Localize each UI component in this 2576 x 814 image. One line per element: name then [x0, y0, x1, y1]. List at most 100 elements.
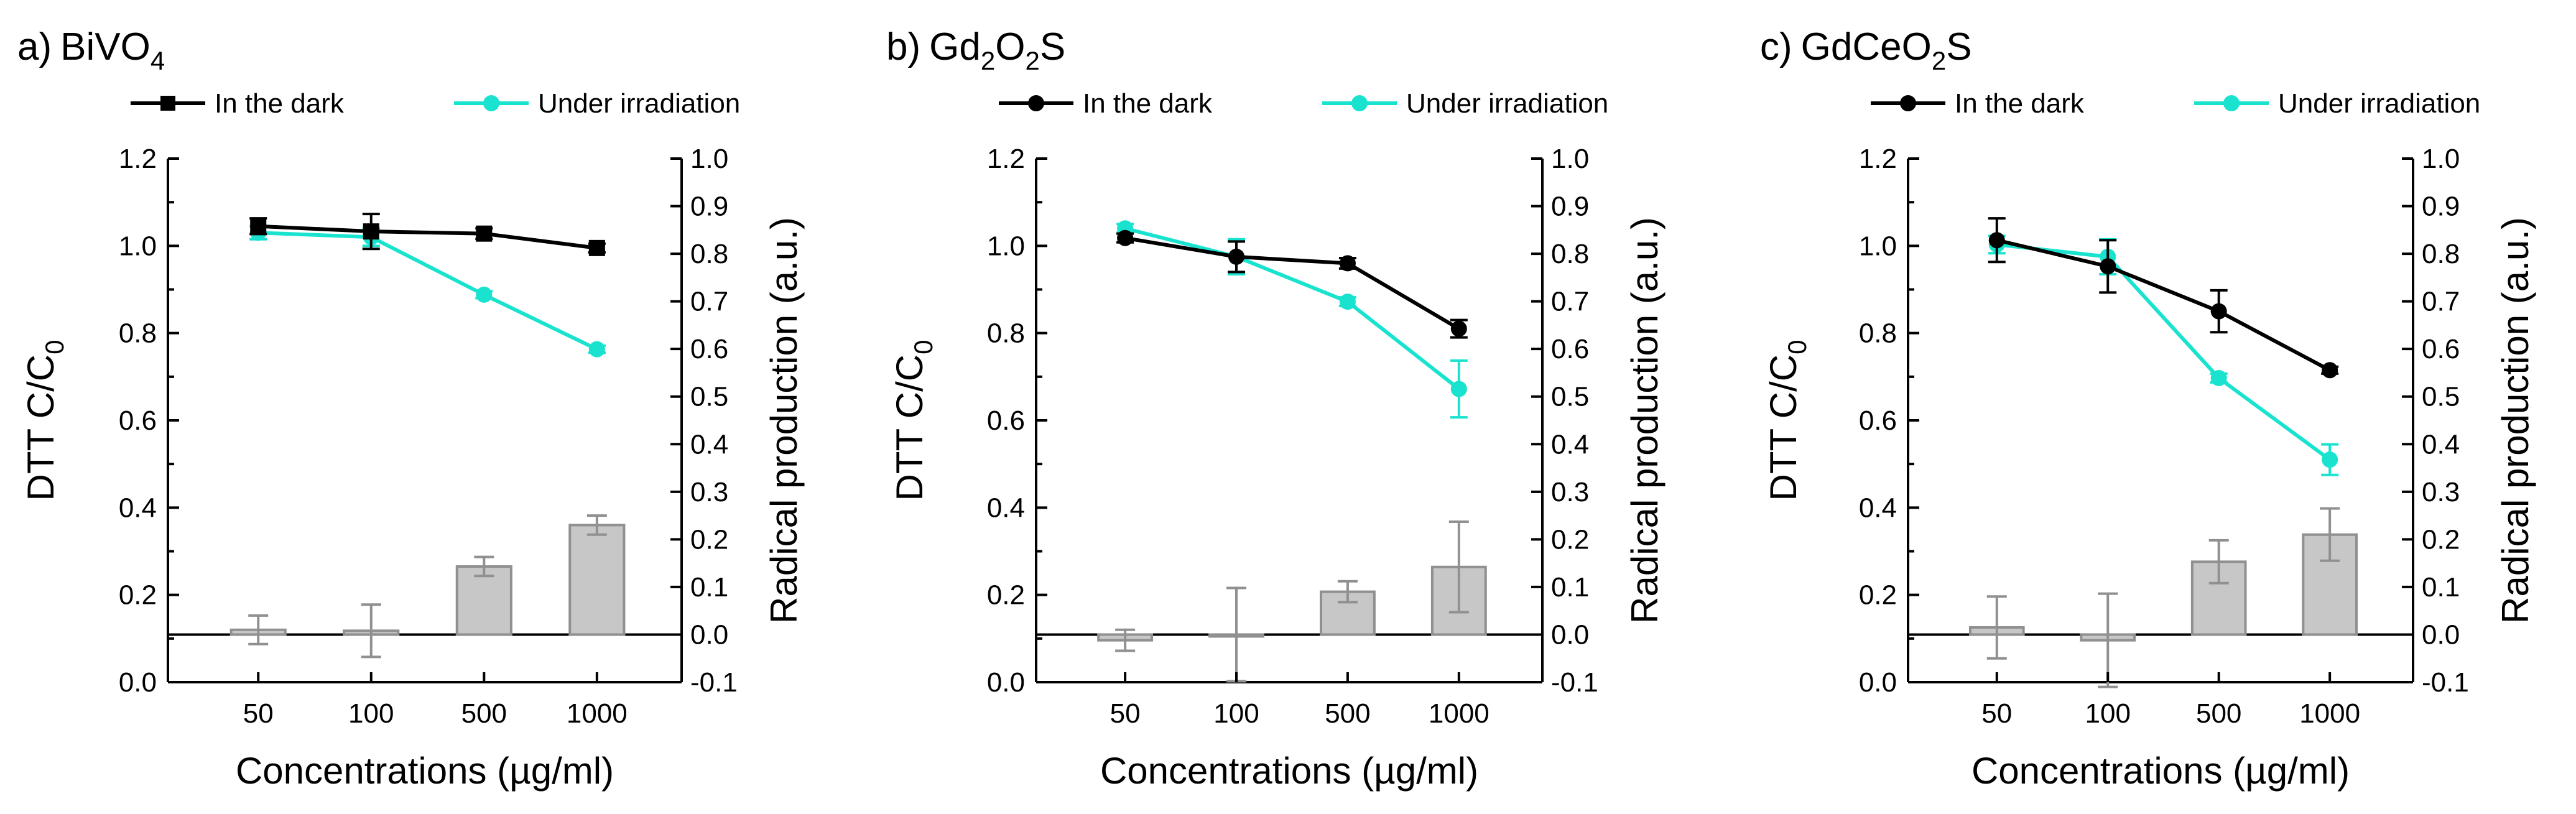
- y2-tick-label: 0.4: [2422, 429, 2460, 460]
- legend-label-irradiation: Under irradiation: [538, 88, 740, 119]
- y2-tick-label: 1.0: [1551, 144, 1589, 174]
- legend-marker-irradiation: [483, 95, 499, 111]
- data-point: [2210, 369, 2227, 386]
- y-tick-label: 0.6: [119, 405, 157, 436]
- bar: [455, 565, 512, 636]
- data-point: [476, 286, 493, 303]
- panel-title: a) BiVO4: [17, 25, 165, 75]
- y-tick-label: 0.8: [1859, 318, 1897, 349]
- panel-label: b): [886, 25, 920, 68]
- data-point: [588, 239, 605, 256]
- x-axis-title: Concentrations (µg/ml): [236, 750, 614, 792]
- y2-tick-label: 0.8: [2422, 239, 2460, 269]
- y-tick-label: 0.4: [119, 493, 157, 523]
- panel-title-subscript: 4: [151, 46, 165, 75]
- series-line-irradiation: [258, 231, 598, 351]
- panel-title-text: BiVO: [60, 25, 151, 68]
- y2-tick-label: -0.1: [2422, 667, 2469, 698]
- y2-tick-label: 1.0: [2422, 144, 2460, 174]
- y2-tick-label: 0.8: [690, 239, 728, 269]
- data-point: [2210, 303, 2227, 320]
- y2-tick-label: 0.6: [2422, 334, 2460, 364]
- y-axis-title-main: DTT C/C: [20, 354, 62, 501]
- legend-label-irradiation: Under irradiation: [2278, 88, 2480, 119]
- legend-marker-irradiation: [2223, 95, 2240, 111]
- y-axis-title: DTT C/C0: [20, 340, 69, 501]
- legend-marker-irradiation: [1351, 95, 1368, 111]
- panel-title-subscript: 2: [1932, 46, 1946, 75]
- y2-tick-label: 0.7: [2422, 287, 2460, 317]
- series-line-irradiation: [1124, 226, 1460, 391]
- y-axis-title-subscript: 0: [40, 340, 69, 354]
- y-axis-title-main: DTT C/C: [889, 354, 930, 501]
- y-tick-label: 0.4: [1859, 493, 1897, 523]
- y-axis-title-subscript: 0: [1782, 340, 1812, 354]
- y2-tick-label: 0.8: [1551, 239, 1589, 269]
- y-tick-label: 1.2: [119, 144, 157, 174]
- legend-marker-dark: [1900, 95, 1916, 111]
- y2-axis-title: Radical production (a.u.): [2495, 217, 2536, 624]
- data-point: [1988, 232, 2005, 249]
- x-tick-label: 500: [461, 698, 507, 729]
- y-tick-label: 0.8: [119, 318, 157, 349]
- y-axis-title: DTT C/C0: [1763, 340, 1812, 501]
- series-line-dark: [1996, 238, 2331, 372]
- y2-tick-label: 0.2: [1551, 524, 1589, 555]
- data-point: [1450, 381, 1467, 397]
- data-point: [363, 223, 379, 240]
- y2-tick-label: 0.5: [690, 382, 728, 412]
- x-tick-label: 1000: [1429, 698, 1490, 729]
- y2-tick-label: 0.0: [2422, 619, 2460, 650]
- y-tick-label: 0.0: [119, 667, 157, 698]
- y-axis-title-subscript: 0: [909, 340, 938, 354]
- y2-tick-label: 0.9: [690, 192, 728, 222]
- y-axis-title: DTT C/C0: [889, 340, 938, 501]
- y-tick-label: 1.2: [1859, 144, 1897, 174]
- y2-tick-label: 0.3: [690, 477, 728, 507]
- y2-tick-label: 0.6: [1551, 334, 1589, 364]
- data-point: [1450, 320, 1467, 337]
- panel-title-text-after: O: [995, 25, 1025, 68]
- y2-tick-label: 0.7: [690, 287, 728, 317]
- y2-tick-label: 0.9: [1551, 192, 1589, 222]
- legend-label-dark: In the dark: [1083, 88, 1213, 119]
- y2-tick-label: 0.2: [690, 524, 728, 555]
- panel-title: b) Gd2O2S: [886, 25, 1065, 75]
- legend-marker-dark: [1028, 95, 1044, 111]
- y2-tick-label: 0.2: [2422, 524, 2460, 555]
- data-point: [2322, 451, 2338, 468]
- panel-title-tail: S: [1040, 25, 1065, 68]
- y2-tick-label: 0.3: [2422, 477, 2460, 507]
- chart-panel-3: c) GdCeO2S In the dark Under irradiation 0.0…: [1760, 25, 2536, 792]
- legend-label-irradiation: Under irradiation: [1406, 88, 1608, 119]
- x-axis-title: Concentrations (µg/ml): [1971, 750, 2350, 792]
- y2-tick-label: -0.1: [690, 667, 738, 698]
- y-tick-label: 0.6: [987, 405, 1025, 436]
- series-line-irradiation: [1996, 243, 2331, 461]
- y2-axis-title: Radical production (a.u.): [1624, 217, 1666, 624]
- y-tick-label: 1.0: [119, 231, 157, 261]
- y2-tick-label: 0.3: [1551, 477, 1589, 507]
- y2-tick-label: 1.0: [690, 144, 728, 174]
- y-tick-label: 0.0: [1859, 667, 1897, 698]
- panel-title-text-after: S: [1946, 25, 1971, 68]
- y2-tick-label: 0.9: [2422, 192, 2460, 222]
- y-tick-label: 0.2: [1859, 580, 1897, 611]
- panel-label: c): [1760, 25, 1792, 68]
- y-axis-title-main: DTT C/C: [1763, 354, 1804, 501]
- bar: [568, 524, 626, 636]
- y2-tick-label: 0.5: [2422, 382, 2460, 412]
- y2-tick-label: 0.1: [2422, 572, 2460, 603]
- data-point: [476, 225, 493, 242]
- y2-tick-label: 0.0: [690, 619, 728, 650]
- y-tick-label: 1.0: [1859, 231, 1897, 261]
- y2-tick-label: 0.6: [690, 334, 728, 364]
- y-tick-label: 0.6: [1859, 405, 1897, 436]
- y2-tick-label: -0.1: [1551, 667, 1598, 698]
- y2-tick-label: 0.7: [1551, 287, 1589, 317]
- panel-title-subscript-2: 2: [1025, 46, 1039, 75]
- data-point: [2322, 362, 2338, 379]
- x-tick-label: 100: [1213, 698, 1259, 729]
